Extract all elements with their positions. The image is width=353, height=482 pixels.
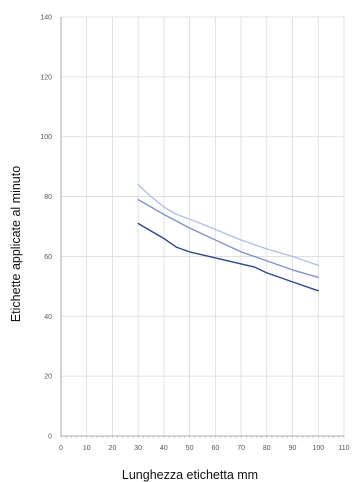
y-axis-label: Etichette applicate al minuto: [9, 166, 23, 322]
x-tick-label: 80: [263, 445, 271, 452]
series-lines: [137, 183, 319, 292]
series-line-3: [137, 222, 319, 292]
x-tick-label: 60: [211, 445, 219, 452]
x-tick-label: 30: [134, 445, 142, 452]
x-axis-label: Lunghezza etichetta mm: [122, 468, 258, 482]
x-tick-label: 0: [59, 445, 63, 452]
y-tick-label: 40: [44, 314, 52, 321]
x-tick-label: 100: [312, 445, 324, 452]
x-tick-label: 70: [237, 445, 245, 452]
grid-lines: [60, 16, 345, 437]
y-tick-label: 0: [48, 434, 52, 441]
x-tick-label: 40: [160, 445, 168, 452]
tick-labels: 0 10 20 30 40 50 60 70 80 90 100 110 0 20 40 60 80 100 120…: [40, 15, 349, 453]
y-tick-label: 120: [40, 74, 52, 81]
y-tick-label: 60: [44, 254, 52, 261]
x-tick-label: 110: [338, 445, 349, 452]
y-tick-label: 100: [40, 134, 52, 141]
y-tick-label: 80: [44, 194, 52, 201]
x-tick-label: 10: [83, 445, 91, 452]
y-tick-label: 20: [44, 374, 52, 381]
axes: [60, 17, 345, 438]
x-tick-label: 90: [289, 445, 297, 452]
series-line-1: [137, 183, 319, 267]
y-tick-label: 140: [40, 15, 52, 22]
x-tick-label: 20: [109, 445, 117, 452]
series-line-2: [137, 198, 319, 279]
x-tick-label: 50: [186, 445, 194, 452]
